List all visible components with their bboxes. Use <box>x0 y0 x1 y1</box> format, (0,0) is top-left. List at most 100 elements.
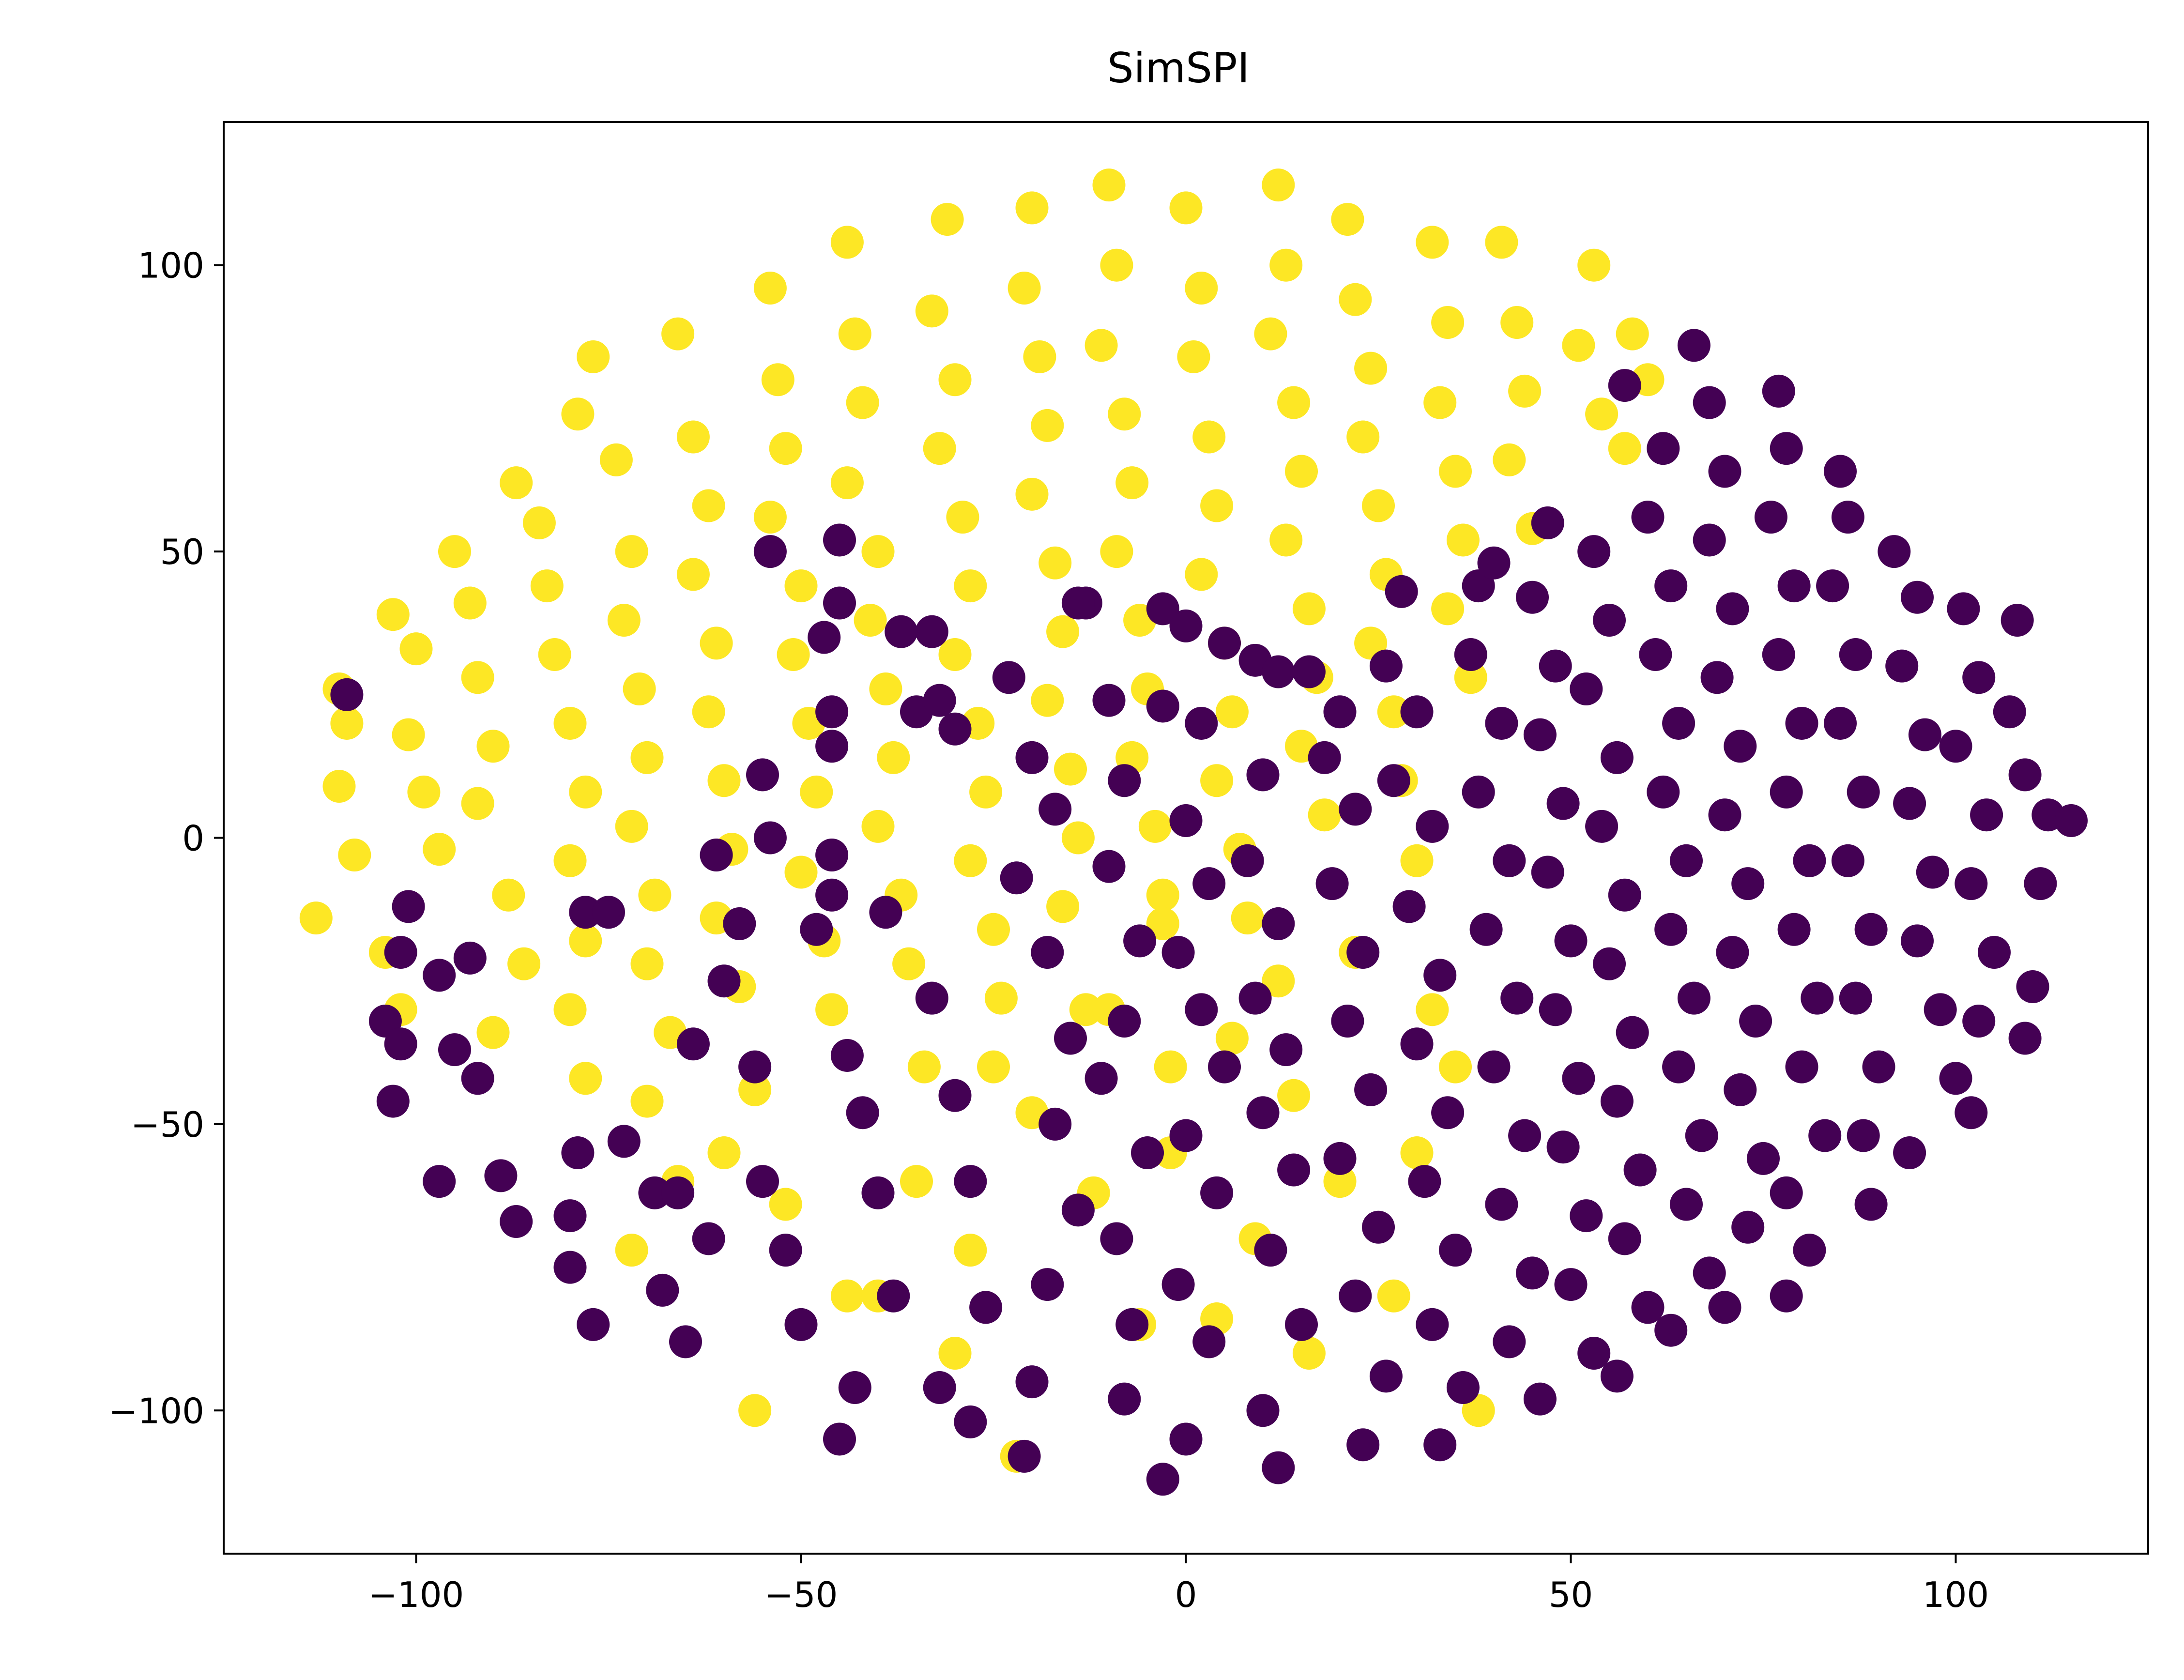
scatter-point-s1-187 <box>1647 775 1680 809</box>
scatter-point-s1-225 <box>1770 1279 1803 1313</box>
scatter-point-s1-167 <box>1577 1337 1611 1370</box>
scatter-point-s0-163 <box>1377 1279 1410 1313</box>
scatter-point-s1-103 <box>1246 758 1280 792</box>
scatter-point-s0-42 <box>661 317 695 351</box>
x-tick-label: 50 <box>1549 1574 1593 1615</box>
scatter-point-s1-41 <box>815 838 849 871</box>
scatter-point-s0-112 <box>1169 191 1203 225</box>
scatter-point-s0-80 <box>946 501 979 534</box>
scatter-point-s1-135 <box>1431 1096 1465 1130</box>
scatter-point-s1-223 <box>1770 1176 1803 1209</box>
scatter-point-s0-111 <box>1154 1050 1187 1084</box>
scatter-point-s1-179 <box>1631 1291 1665 1324</box>
scatter-point-s0-6 <box>399 632 433 666</box>
scatter-point-s1-107 <box>1269 1033 1303 1067</box>
scatter-point-s1-189 <box>1654 913 1688 946</box>
scatter-point-s0-189 <box>707 1136 741 1170</box>
scatter-point-s1-140 <box>1423 1428 1457 1462</box>
scatter-point-s1-118 <box>1315 867 1349 901</box>
scatter-point-s1-63 <box>1015 741 1049 774</box>
scatter-point-s0-175 <box>738 1394 772 1427</box>
scatter-point-s0-164 <box>1323 1165 1357 1198</box>
scatter-point-s0-165 <box>1277 1079 1311 1112</box>
scatter-point-s1-127 <box>1385 575 1418 608</box>
scatter-point-s1-62 <box>992 661 1025 694</box>
scatter-point-s1-108 <box>1246 1096 1280 1130</box>
scatter-point-s0-101 <box>1100 248 1133 282</box>
scatter-point-s0-159 <box>1608 432 1641 465</box>
scatter-point-s1-208 <box>1747 1142 1780 1175</box>
scatter-point-s1-78 <box>1123 924 1157 958</box>
scatter-point-s0-45 <box>676 558 710 591</box>
scatter-point-s0-46 <box>700 626 733 660</box>
scatter-point-s0-128 <box>1269 523 1303 557</box>
scatter-point-s0-13 <box>453 586 487 620</box>
scatter-point-s1-148 <box>1500 981 1534 1015</box>
scatter-point-s0-113 <box>1185 272 1218 305</box>
scatter-point-s0-117 <box>1185 558 1218 591</box>
scatter-point-s0-135 <box>1354 351 1388 385</box>
scatter-point-s1-9 <box>438 1033 471 1067</box>
scatter-point-s0-86 <box>977 913 1010 946</box>
scatter-point-s1-40 <box>815 730 849 763</box>
scatter-point-s1-31 <box>738 1050 772 1084</box>
scatter-point-s1-175 <box>1616 1016 1649 1049</box>
scatter-point-s1-153 <box>1493 1325 1526 1359</box>
scatter-point-s0-102 <box>1084 329 1118 362</box>
scatter-point-s1-71 <box>1015 1365 1049 1399</box>
scatter-point-s0-71 <box>877 741 910 774</box>
scatter-point-s1-159 <box>1546 787 1580 820</box>
scatter-point-s0-30 <box>577 340 610 373</box>
scatter-point-s1-152 <box>1516 1256 1549 1290</box>
scatter-point-s1-237 <box>1854 1188 1888 1221</box>
scatter-point-s0-64 <box>830 226 864 259</box>
scatter-point-s1-98 <box>1192 1325 1226 1359</box>
scatter-point-s0-172 <box>900 1165 933 1198</box>
scatter-point-s1-203 <box>1708 798 1741 832</box>
scatter-point-s0-39 <box>630 947 664 980</box>
scatter-point-s0-58 <box>777 638 810 672</box>
scatter-point-s1-231 <box>1847 775 1880 809</box>
y-tick-label: 100 <box>138 245 204 286</box>
scatter-point-s1-12 <box>500 1205 533 1238</box>
scatter-point-s1-206 <box>1739 1004 1772 1038</box>
scatter-point-s0-18 <box>507 947 541 980</box>
scatter-point-s1-61 <box>954 1405 987 1438</box>
scatter-point-s1-110 <box>1254 1234 1287 1267</box>
chart-title: SimSPI <box>1107 44 1250 92</box>
scatter-point-s0-53 <box>753 272 787 305</box>
scatter-point-s1-157 <box>1539 649 1572 683</box>
scatter-point-s1-7 <box>376 1084 410 1118</box>
scatter-point-s1-188 <box>1670 844 1703 877</box>
scatter-point-s1-161 <box>1554 924 1588 958</box>
scatter-point-s1-250 <box>1970 798 2003 832</box>
scatter-point-s0-95 <box>1031 684 1064 717</box>
scatter-point-s0-149 <box>1454 661 1487 694</box>
scatter-point-s1-228 <box>1816 569 1849 603</box>
y-tick-label: 50 <box>160 532 204 572</box>
scatter-point-s0-3 <box>338 838 371 871</box>
scatter-point-s0-191 <box>615 1234 648 1267</box>
scatter-point-s0-35 <box>623 672 656 705</box>
scatter-point-s1-89 <box>1185 706 1218 740</box>
scatter-point-s1-96 <box>1200 1176 1234 1209</box>
scatter-point-s0-69 <box>854 604 887 637</box>
scatter-point-s1-210 <box>1708 1291 1741 1324</box>
scatter-point-s0-25 <box>569 775 602 809</box>
scatter-point-s1-234 <box>1839 981 1872 1015</box>
scatter-point-s1-236 <box>1847 1119 1880 1152</box>
scatter-point-s1-200 <box>1716 592 1749 626</box>
scatter-point-s1-248 <box>1962 661 1996 694</box>
scatter-point-s1-82 <box>1100 1222 1133 1255</box>
scatter-point-s0-144 <box>1431 305 1465 339</box>
scatter-point-s1-24 <box>692 1222 725 1255</box>
scatter-point-s1-249 <box>1939 730 1972 763</box>
scatter-point-s1-21 <box>661 1176 695 1209</box>
scatter-point-s1-245 <box>1924 993 1957 1026</box>
scatter-point-s1-263 <box>2008 1022 2042 1055</box>
scatter-point-s1-37 <box>823 586 856 620</box>
scatter-point-s1-136 <box>1408 1165 1441 1198</box>
scatter-point-s1-14 <box>553 1199 587 1233</box>
scatter-point-s1-239 <box>1901 580 1934 614</box>
scatter-point-s0-137 <box>1362 489 1395 522</box>
